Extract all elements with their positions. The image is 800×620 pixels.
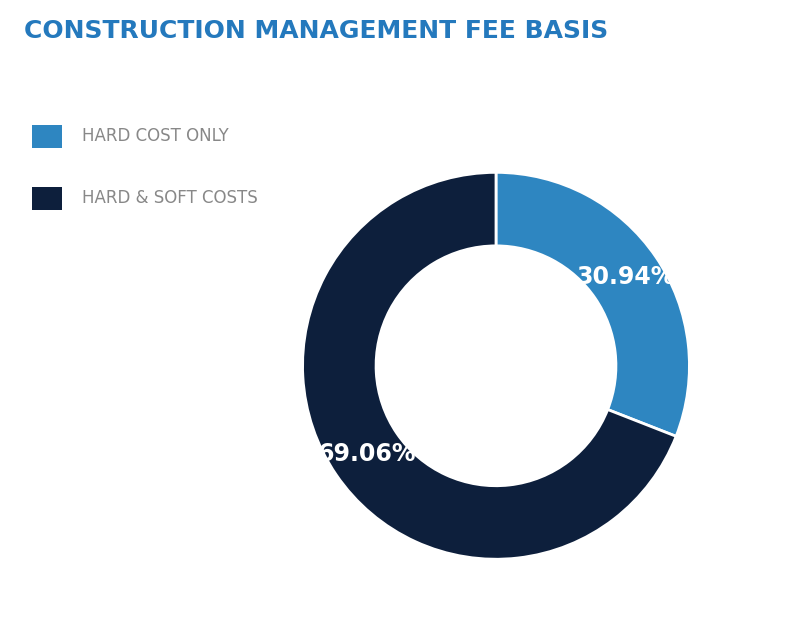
- Text: HARD & SOFT COSTS: HARD & SOFT COSTS: [82, 189, 258, 208]
- Text: 69.06%: 69.06%: [318, 442, 416, 466]
- Text: 30.94%: 30.94%: [576, 265, 674, 290]
- Wedge shape: [302, 172, 676, 559]
- Text: CONSTRUCTION MANAGEMENT FEE BASIS: CONSTRUCTION MANAGEMENT FEE BASIS: [24, 19, 608, 43]
- Wedge shape: [496, 172, 690, 436]
- Text: HARD COST ONLY: HARD COST ONLY: [82, 127, 229, 146]
